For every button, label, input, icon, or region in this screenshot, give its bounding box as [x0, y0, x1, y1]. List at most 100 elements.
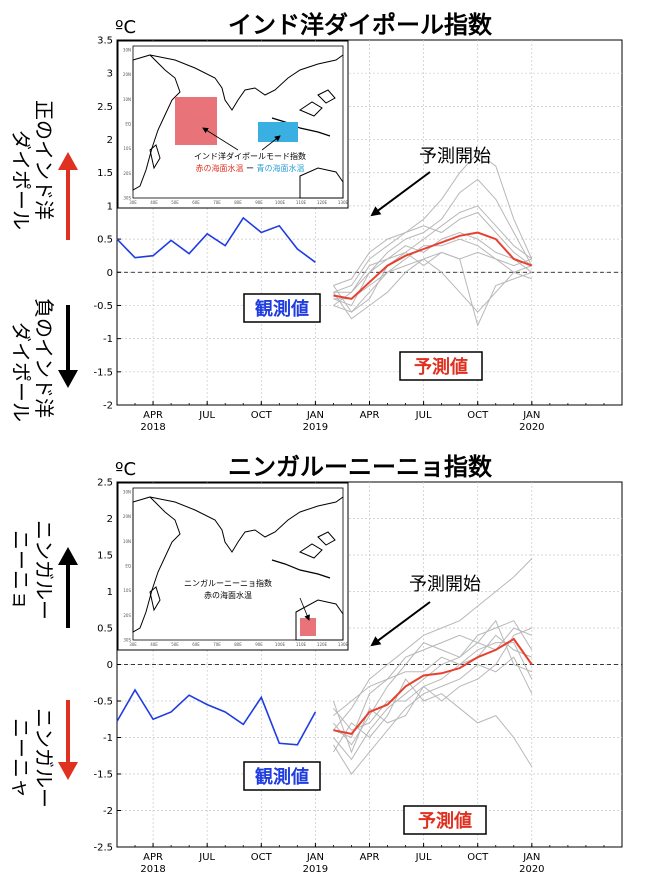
negative-label-2: ニーニャ	[9, 718, 33, 798]
observed-box	[243, 293, 321, 323]
y-tick-label: -0.5	[93, 697, 113, 708]
map-arrow	[299, 597, 310, 621]
map-lat-label: 20S	[123, 613, 131, 618]
map-lon-label: 90E	[255, 200, 263, 205]
map-lon-label: 70E	[213, 642, 221, 647]
y-tick-label: 3	[107, 69, 113, 80]
map-lon-label: 120E	[317, 200, 328, 205]
y-tick-label: -1	[103, 334, 113, 345]
y-tick-label: -1.5	[93, 770, 113, 781]
x-tick-year: 2020	[519, 422, 544, 433]
inset-legend: 赤の海面水温 ー 青の海面水温	[195, 163, 304, 173]
ensemble-member-line	[332, 656, 533, 775]
map-lat-label: EQ	[125, 564, 131, 569]
map-lon-label: 130E	[338, 642, 349, 647]
observed-line	[116, 688, 317, 746]
y-tick-label: -2	[103, 401, 113, 412]
x-tick-month: JUL	[198, 410, 215, 421]
map-lat-label: 30S	[123, 196, 131, 201]
negative-arrow-head	[58, 370, 78, 388]
ensemble-member-line	[333, 178, 533, 307]
map-lon-label: 30E	[129, 642, 137, 647]
ensemble-member-line	[333, 152, 533, 293]
unit-label: ºC	[115, 17, 136, 38]
forecast-label: 予測値	[414, 356, 468, 378]
y-tick-label: 1.5	[97, 168, 113, 179]
inset-map: インド洋ダイポールモード指数 赤の海面水温 ー 青の海面水温 30N 20N 10N…	[117, 40, 349, 209]
map-lon-label: 80E	[234, 200, 242, 205]
ningaloo-box-red	[300, 618, 316, 636]
map-arrow-west	[202, 127, 239, 151]
y-tick-label: 0.5	[97, 235, 113, 246]
map-lat-label: 30N	[123, 490, 131, 495]
x-tick-month: JUL	[415, 852, 432, 863]
africa-coast	[132, 54, 181, 191]
negative-arrow-head	[58, 762, 78, 780]
eastern-box-blue	[258, 122, 298, 142]
y-tick-label: 0	[107, 268, 113, 279]
islands	[298, 89, 336, 117]
forecast-label: 予測値	[418, 810, 472, 832]
map-lat-label: 10N	[123, 539, 131, 544]
x-tick-month: JUL	[198, 852, 215, 863]
map-lon-label: 110E	[296, 642, 307, 647]
madagascar	[149, 144, 161, 170]
forecast-mean-series	[333, 637, 533, 736]
ensemble-member-line	[333, 558, 533, 731]
map-arrow-east	[261, 135, 281, 151]
forecast-box	[399, 351, 483, 381]
y-tick-label: 2	[107, 514, 113, 525]
y-tick-label: -2.5	[93, 843, 113, 854]
x-tick-month: APR	[360, 852, 380, 863]
forecast-start-label: 予測開始	[419, 146, 491, 167]
map-lon-label: 120E	[317, 642, 328, 647]
negative-label-2: ダイポール	[9, 322, 33, 422]
map-lon-label: 100E	[275, 200, 286, 205]
asia-coast	[149, 54, 344, 111]
map-lat-label: 20N	[123, 514, 131, 519]
x-tick-year: 2018	[140, 422, 165, 433]
x-tick-month: APR	[143, 852, 163, 863]
africa-coast	[132, 496, 181, 633]
x-tick-month: JAN	[306, 410, 324, 421]
negative-label-1: 負のインド洋	[32, 298, 56, 418]
y-tick-label: -1.5	[93, 367, 113, 378]
legend-minus: ー	[246, 164, 254, 173]
positive-label-1: ニンガルー	[32, 520, 56, 620]
map-lon-label: 60E	[192, 642, 200, 647]
observed-label: 観測値	[255, 298, 309, 320]
forecast-box	[403, 805, 487, 835]
y-tick-label: -0.5	[93, 301, 113, 312]
map-lat-ticks: 30N 20N 10N EQ 10S 20S 30S	[123, 490, 132, 643]
x-tick-month: APR	[143, 410, 163, 421]
forecast-mean-series	[333, 231, 533, 300]
x-tick-month: OCT	[467, 852, 489, 863]
x-tick-month: JAN	[306, 852, 324, 863]
map-lon-label: 100E	[275, 642, 286, 647]
map-lat-label: 10S	[123, 588, 131, 593]
legend-blue: 青の海面水温	[257, 163, 305, 173]
map-lat-label: 30N	[123, 48, 131, 53]
y-tick-label: 2	[107, 135, 113, 146]
observed-label: 観測値	[255, 766, 309, 788]
map-lon-label: 40E	[150, 642, 158, 647]
positive-label-1: 正のインド洋	[32, 100, 56, 220]
observed-box	[243, 761, 321, 791]
asia-coast	[149, 496, 344, 553]
ensemble-member-line	[333, 258, 532, 313]
western-box-red	[175, 97, 217, 145]
map-lon-ticks: 30E 40E 50E 60E 70E 80E 90E 100E 110E 120E 130E	[129, 200, 348, 205]
negative-label-1: ニンガルー	[32, 708, 56, 808]
x-tick-month: JUL	[415, 410, 432, 421]
observed-line	[116, 216, 316, 263]
x-tick-year: 2018	[140, 864, 165, 875]
positive-label-2: ニーニョ	[9, 530, 33, 610]
map-lon-label: 80E	[234, 642, 242, 647]
map-lat-label: 20S	[123, 171, 131, 176]
ensemble-member-line	[333, 211, 533, 286]
map-lat-label: 30S	[123, 638, 131, 643]
observed-series	[116, 688, 317, 746]
